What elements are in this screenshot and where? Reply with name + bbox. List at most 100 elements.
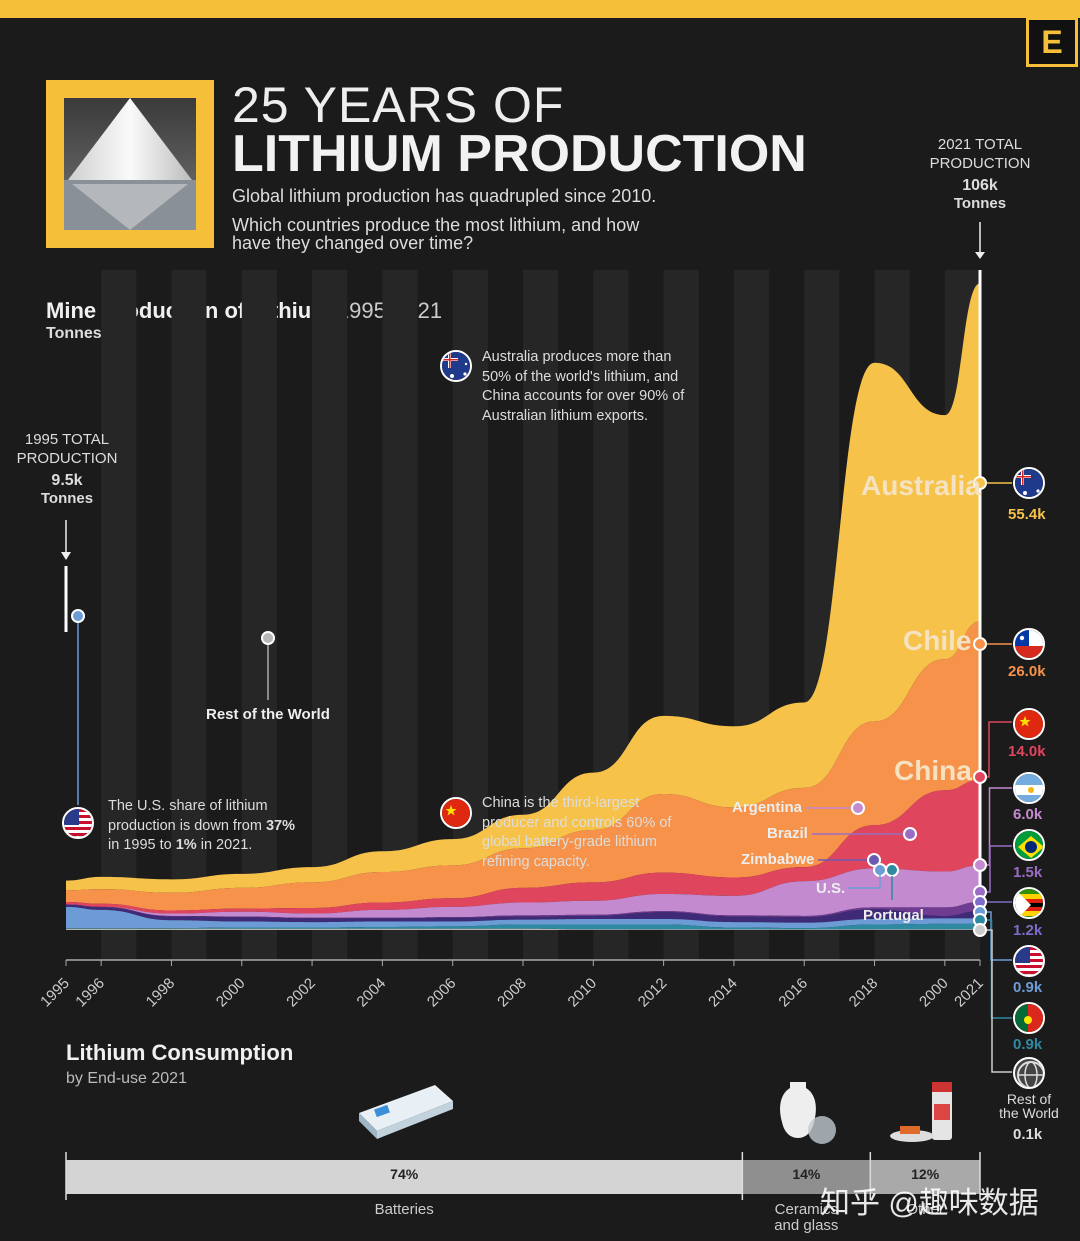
chile-area-label: Chile bbox=[903, 625, 972, 656]
area-portugal bbox=[66, 923, 980, 930]
end-marker bbox=[973, 476, 987, 490]
ceramics-illustration bbox=[772, 1078, 838, 1146]
x-tick-label: 2000 bbox=[916, 975, 952, 1011]
x-tick-label: 2012 bbox=[635, 975, 671, 1011]
end-marker bbox=[973, 858, 987, 872]
end-marker bbox=[973, 923, 987, 937]
question-text: Which countries produce the most lithium… bbox=[232, 215, 640, 253]
portugal-callout-marker bbox=[885, 863, 899, 877]
brazil-value: 1.5k bbox=[1013, 864, 1043, 881]
us-callout-line bbox=[848, 870, 881, 889]
year-stripe bbox=[171, 270, 207, 960]
us-annotation-pre: The U.S. share of lithium production is … bbox=[108, 798, 268, 834]
australia-flag-icon bbox=[440, 350, 472, 382]
end-marker bbox=[973, 770, 987, 784]
other-products-illustration bbox=[886, 1080, 958, 1146]
total-2021-label: 2021 TOTAL PRODUCTION bbox=[929, 136, 1031, 172]
zimbabwe-value: 1.2k bbox=[1013, 922, 1043, 939]
area-zimbabwe bbox=[66, 904, 980, 923]
x-tick-label: 2002 bbox=[283, 975, 319, 1011]
us-value: 0.9k bbox=[1013, 979, 1043, 996]
publisher-logo: E bbox=[1026, 17, 1078, 67]
consumption-subtitle: by End-use 2021 bbox=[66, 1070, 187, 1087]
area-australia bbox=[66, 283, 980, 893]
us-label: U.S. bbox=[816, 880, 846, 897]
total-1995-arrowhead bbox=[61, 552, 71, 560]
chile-value: 26.0k bbox=[1008, 663, 1046, 680]
us-annotation-post: in 2021. bbox=[196, 837, 253, 853]
year-stripe bbox=[101, 270, 137, 960]
total-2021-value: 106k bbox=[962, 177, 998, 194]
argentina-flag-icon bbox=[1013, 772, 1045, 804]
rest-of-world-value: 0.1k bbox=[1013, 1126, 1043, 1143]
top-accent-bar bbox=[0, 0, 1080, 18]
callout-marker bbox=[867, 853, 881, 867]
portugal-flag-icon bbox=[1013, 1002, 1045, 1034]
consumption-title: Lithium Consumption bbox=[66, 1040, 294, 1065]
end-marker bbox=[973, 637, 987, 651]
area-rest-of-the-world bbox=[66, 928, 980, 930]
subtitle: Global lithium production has quadrupled… bbox=[232, 186, 657, 206]
x-tick-label: 2014 bbox=[705, 975, 741, 1011]
australia-annotation: Australia produces more than 50% of the … bbox=[482, 349, 685, 424]
total-1995-label: 1995 TOTAL PRODUCTION bbox=[16, 431, 118, 467]
callout-marker bbox=[851, 801, 865, 815]
portugal-value: 0.9k bbox=[1013, 1036, 1043, 1053]
zimbabwe-label: Zimbabwe bbox=[741, 851, 815, 868]
title-line-1: 25 YEARS OF bbox=[232, 77, 565, 133]
x-tick-label: 1998 bbox=[143, 975, 179, 1011]
rest-of-world-chart-label: Rest of the World bbox=[206, 706, 330, 723]
leader-lines bbox=[61, 222, 1012, 1073]
china-area-label: China bbox=[894, 755, 972, 786]
us-1995-marker bbox=[71, 609, 85, 623]
brazil-flag-icon bbox=[1013, 829, 1045, 861]
watermark: 知乎 @趣味数据 bbox=[820, 1187, 1039, 1220]
globe-icon bbox=[1013, 1057, 1045, 1089]
area-series bbox=[66, 283, 980, 930]
x-tick-label: 2000 bbox=[213, 975, 249, 1011]
x-tick-label: 2021 bbox=[951, 975, 987, 1011]
x-tick-label: 2010 bbox=[565, 975, 601, 1011]
brazil-label: Brazil bbox=[767, 825, 808, 842]
chile-flag-icon bbox=[1013, 628, 1045, 660]
leader-line bbox=[980, 929, 1012, 1073]
argentina-value: 6.0k bbox=[1013, 806, 1043, 823]
x-tick-label: 2004 bbox=[354, 975, 390, 1011]
battery-illustration bbox=[355, 1083, 455, 1143]
rest-of-world-marker bbox=[261, 631, 275, 645]
us-annotation-mid: in 1995 to bbox=[108, 837, 176, 853]
year-stripe bbox=[241, 270, 277, 960]
x-tick-label: 2018 bbox=[846, 975, 882, 1011]
title-line-2: LITHIUM PRODUCTION bbox=[232, 125, 807, 183]
area-chile bbox=[66, 621, 980, 911]
australia-flag-icon-legend bbox=[1013, 467, 1045, 499]
total-1995-value: 9.5k bbox=[51, 472, 83, 489]
portugal-label: Portugal bbox=[863, 907, 924, 924]
salt-pile-photo bbox=[46, 80, 214, 248]
area-china bbox=[66, 779, 980, 914]
x-tick-label: 2006 bbox=[424, 975, 460, 1011]
us-annotation-share-1995: 37% bbox=[265, 817, 295, 834]
area-u-s- bbox=[66, 906, 980, 929]
year-stripe bbox=[312, 270, 348, 960]
x-tick-label: 2008 bbox=[494, 975, 530, 1011]
us-annotation-share-2021: 1% bbox=[175, 837, 197, 853]
australia-value: 55.4k bbox=[1008, 506, 1046, 523]
year-stripe bbox=[382, 270, 418, 960]
china-annotation: China is the third-largest producer and … bbox=[482, 795, 672, 870]
leader-line bbox=[980, 787, 1012, 866]
total-2021-arrowhead bbox=[975, 252, 985, 259]
china-flag-annotation-icon bbox=[440, 797, 472, 829]
x-tick-label: 1996 bbox=[72, 975, 108, 1011]
australia-area-label: Australia bbox=[861, 470, 981, 501]
total-2021-unit: Tonnes bbox=[953, 195, 1007, 212]
zimbabwe-flag-icon bbox=[1013, 887, 1045, 919]
us-flag-icon bbox=[1013, 945, 1045, 977]
area-argentina bbox=[66, 865, 980, 918]
x-tick-label: 2016 bbox=[775, 975, 811, 1011]
x-axis: 1995 1996 1998 2000 2002 2004 2006 2008 2010 2012… bbox=[37, 959, 987, 1011]
argentina-label: Argentina bbox=[732, 799, 803, 816]
total-1995-unit: Tonnes bbox=[40, 490, 94, 507]
x-tick-label: 1995 bbox=[37, 975, 73, 1011]
